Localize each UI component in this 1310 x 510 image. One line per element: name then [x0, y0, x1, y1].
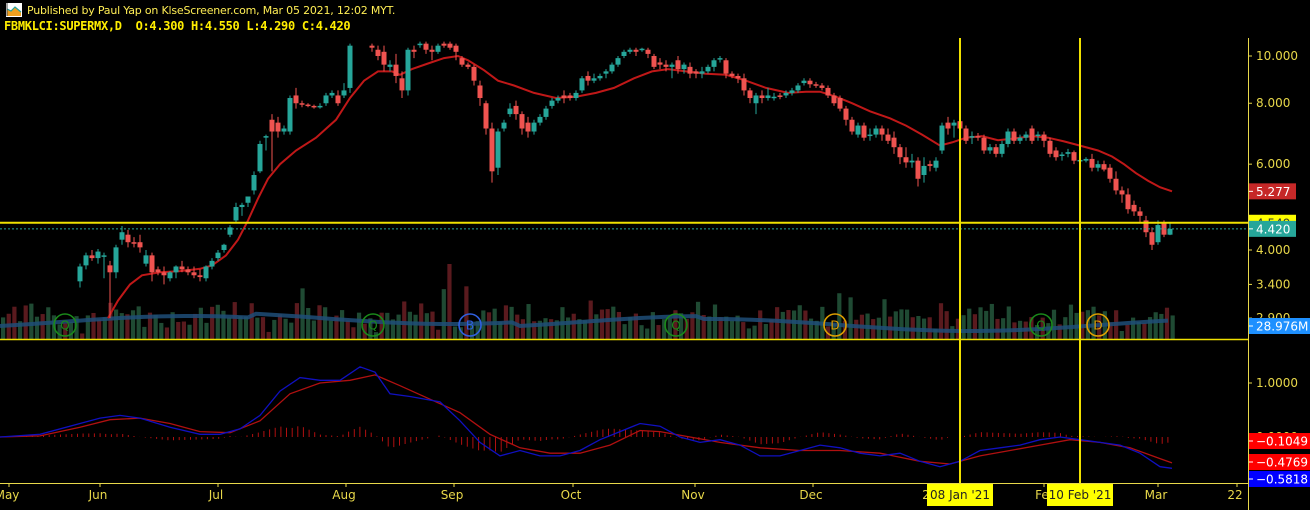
- time-tick-label: Mar: [1145, 488, 1168, 502]
- svg-text:Q: Q: [1036, 319, 1045, 333]
- svg-text:−0.5818: −0.5818: [1256, 473, 1308, 487]
- price-tick-label: 10.000: [1256, 49, 1298, 63]
- svg-text:Q: Q: [368, 319, 377, 333]
- time-tick-label: Aug: [332, 488, 355, 502]
- time-tick-label: Dec: [799, 488, 822, 502]
- svg-text:−0.1049: −0.1049: [1256, 435, 1308, 449]
- time-tick-label: Oct: [561, 488, 582, 502]
- published-line: Published by Paul Yap on KlseScreener.co…: [6, 3, 395, 17]
- chart-logo-icon: [6, 3, 22, 17]
- published-text: Published by Paul Yap on KlseScreener.co…: [27, 3, 396, 17]
- signal-value-tag: −0.4769: [1249, 454, 1310, 470]
- svg-text:D: D: [1093, 319, 1102, 333]
- open-value: O:4.300: [135, 19, 185, 33]
- time-tick-label: May: [0, 488, 19, 502]
- time-tick-label: 22: [1227, 488, 1242, 502]
- price-tick-label: 4.000: [1256, 243, 1290, 257]
- time-tick-label: Nov: [681, 488, 704, 502]
- svg-text:28.976M: 28.976M: [1256, 320, 1308, 334]
- vertical-marker-lines[interactable]: [959, 38, 1081, 484]
- svg-text:4.420: 4.420: [1256, 222, 1290, 236]
- macd-value-tag: −0.5818: [1249, 471, 1310, 487]
- time-tick-label: Jun: [88, 488, 108, 502]
- date-marker-label-2: 10 Feb '21: [1047, 484, 1113, 506]
- symbol-label: FBMKLCI:SUPERMX,D: [4, 19, 122, 33]
- svg-text:D: D: [830, 319, 839, 333]
- event-marker-q[interactable]: Q: [1029, 313, 1053, 337]
- event-marker-b[interactable]: B: [458, 313, 482, 337]
- event-marker-d[interactable]: D: [823, 313, 847, 337]
- macd-tick-label: 1.0000: [1256, 376, 1298, 390]
- volume-ma-line: [0, 311, 1169, 333]
- high-value: H:4.550: [191, 19, 240, 33]
- chart-header: Published by Paul Yap on KlseScreener.co…: [0, 0, 900, 36]
- last-price-tag: 4.420: [1249, 220, 1296, 237]
- svg-text:08 Jan '21: 08 Jan '21: [930, 488, 990, 502]
- time-tick-label: 2: [922, 488, 930, 502]
- event-marker-q[interactable]: Q: [664, 313, 688, 337]
- histogram-value-tag: −0.1049: [1249, 433, 1310, 449]
- price-tick-label: 8.000: [1256, 96, 1290, 110]
- volume-value-tag: 28.976M: [1249, 318, 1310, 334]
- low-value: L:4.290: [246, 19, 295, 33]
- axis-value-tags: 5.2774.5494.42028.976M−0.1049−0.4769−0.5…: [927, 183, 1310, 506]
- time-tick-label: Fe: [1035, 488, 1049, 502]
- candlesticks: [77, 41, 1173, 319]
- close-value: C:4.420: [301, 19, 351, 33]
- horizontal-lines[interactable]: [0, 221, 1248, 230]
- svg-text:10 Feb '21: 10 Feb '21: [1049, 488, 1112, 502]
- svg-text:B: B: [466, 319, 474, 333]
- svg-text:Q: Q: [671, 319, 680, 333]
- svg-text:Q: Q: [60, 319, 69, 333]
- svg-text:−0.4769: −0.4769: [1256, 456, 1308, 470]
- event-marker-q[interactable]: Q: [361, 313, 385, 337]
- macd-indicator: [0, 338, 1248, 469]
- event-marker-d[interactable]: D: [1086, 313, 1110, 337]
- time-tick-label: Sep: [441, 488, 464, 502]
- svg-text:5.277: 5.277: [1256, 185, 1290, 199]
- time-tick-label: Jul: [208, 488, 223, 502]
- price-tick-label: 3.400: [1256, 277, 1290, 291]
- ohlc-line: FBMKLCI:SUPERMX,D O:4.300 H:4.550 L:4.29…: [4, 19, 351, 33]
- price-tick-label: 6.000: [1256, 157, 1290, 171]
- event-marker-q[interactable]: Q: [53, 313, 77, 337]
- date-marker-label-1: 08 Jan '21: [927, 484, 993, 506]
- ma-value-tag: 5.277: [1249, 183, 1296, 200]
